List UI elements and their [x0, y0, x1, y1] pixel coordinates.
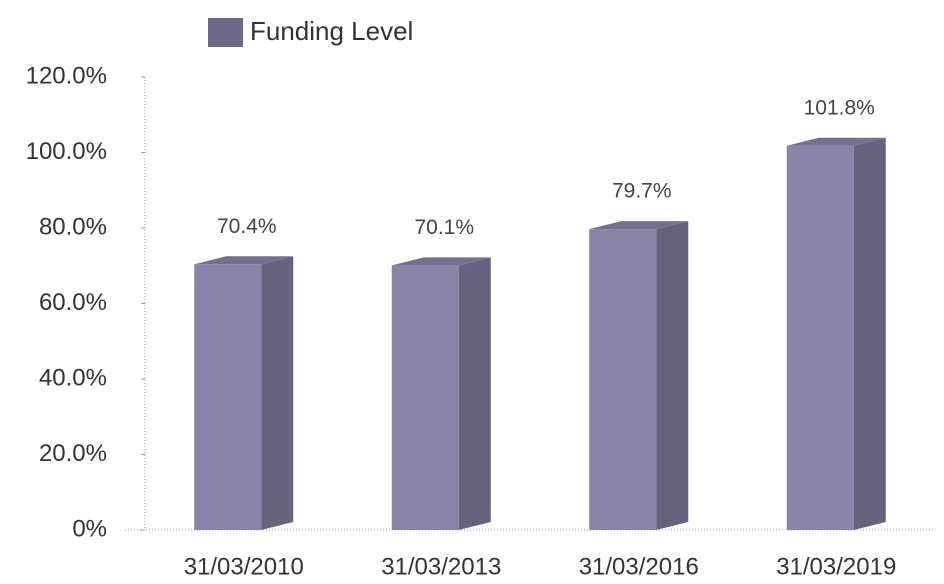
- y-tick-label: 60.0%: [39, 289, 107, 316]
- x-tick-label: 31/03/2010: [184, 553, 304, 580]
- legend-label: Funding Level: [250, 16, 413, 46]
- y-tick-label: 80.0%: [39, 213, 107, 240]
- y-tick-label: 20.0%: [39, 440, 107, 467]
- bar-top: [786, 137, 886, 146]
- value-label: 70.4%: [217, 215, 277, 238]
- value-label: 70.1%: [414, 216, 474, 239]
- bar-side: [656, 221, 689, 530]
- bar-top: [194, 256, 294, 265]
- y-tick-label: 120.0%: [26, 62, 107, 89]
- bar-front: [786, 145, 854, 530]
- bar-side: [261, 256, 294, 530]
- bar: [786, 137, 886, 530]
- bar-top: [589, 221, 689, 230]
- bar: [391, 257, 491, 530]
- x-tick-label: 31/03/2019: [776, 553, 896, 580]
- bar-front: [194, 264, 262, 530]
- y-tick-label: 0%: [72, 515, 107, 542]
- value-label: 79.7%: [612, 180, 672, 203]
- bar: [194, 256, 294, 530]
- bar-side: [853, 137, 886, 530]
- value-label: 101.8%: [804, 96, 875, 119]
- bar-front: [391, 265, 459, 530]
- y-tick-label: 40.0%: [39, 364, 107, 391]
- bar-top: [391, 257, 491, 266]
- legend-swatch: [208, 18, 243, 47]
- y-tick-label: 100.0%: [26, 138, 107, 165]
- bar-front: [589, 229, 657, 530]
- bar: [589, 221, 689, 530]
- bar-side: [458, 257, 491, 530]
- x-tick-label: 31/03/2016: [579, 553, 699, 580]
- x-tick-label: 31/03/2013: [381, 553, 501, 580]
